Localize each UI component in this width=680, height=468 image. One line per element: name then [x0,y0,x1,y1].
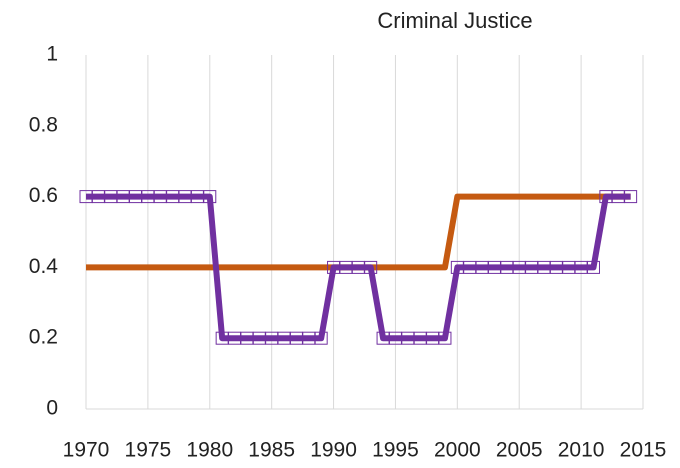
marker [438,331,452,345]
marker [586,260,600,274]
series-line [86,193,631,271]
x-tick-label: 1990 [310,439,357,462]
chart-title: Criminal Justice [377,8,532,33]
marker [314,331,328,345]
x-tick-label: 1975 [125,439,172,462]
series-line [86,193,631,342]
x-tick-label: 1970 [63,439,110,462]
y-tick-label: 0.4 [29,255,59,278]
y-tick-label: 0 [46,397,58,420]
y-tick-label: 0.8 [29,113,58,136]
y-tick-label: 1 [46,43,58,66]
y-tick-label: 0.2 [29,326,58,349]
x-tick-label: 1985 [248,439,295,462]
x-tick-label: 2015 [620,439,667,462]
x-tick-label: 1980 [186,439,233,462]
marker [203,190,217,204]
y-tick-label: 0.6 [29,184,58,207]
x-tick-label: 2005 [496,439,543,462]
x-tick-label: 2000 [434,439,481,462]
marker [624,190,638,204]
x-tick-label: 2010 [558,439,605,462]
x-tick-label: 1995 [372,439,419,462]
marker [364,260,378,274]
